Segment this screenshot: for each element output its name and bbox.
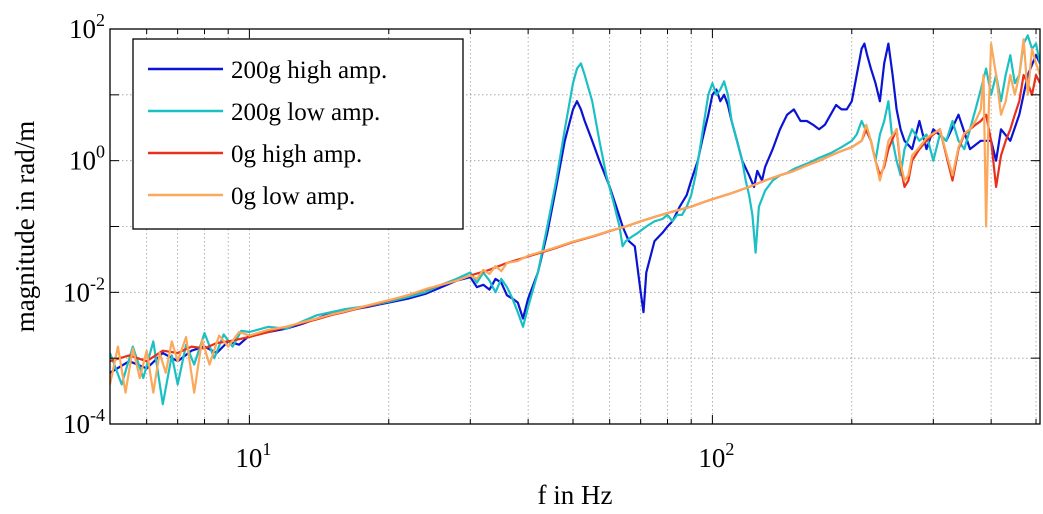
series-line-4 — [110, 38, 1040, 394]
y-tick-label: 10-2 — [63, 273, 105, 307]
tick-layer: 101 102 10-4 10-2 100 102 — [63, 10, 1040, 473]
legend-label: 200g high amp. — [231, 57, 387, 84]
y-tick-label: 100 — [69, 142, 105, 176]
series-line-2 — [110, 34, 1040, 406]
legend-label: 0g low amp. — [231, 183, 355, 210]
x-tick-label: 101 — [235, 439, 271, 473]
y-axis-title: magnitude in rad/m — [10, 121, 40, 332]
series-line-1 — [110, 42, 1040, 374]
legend-label: 200g low amp. — [231, 99, 380, 126]
x-tick-label: 102 — [698, 439, 734, 473]
y-tick-label: 102 — [69, 10, 105, 44]
x-axis-title: f in Hz — [538, 480, 613, 510]
legend: 200g high amp. 200g low amp. 0g high amp. 0… — [132, 38, 464, 230]
series-layer — [110, 34, 1040, 406]
y-tick-label: 10-4 — [63, 405, 105, 439]
legend-label: 0g high amp. — [231, 141, 362, 168]
legend-box — [132, 38, 464, 230]
